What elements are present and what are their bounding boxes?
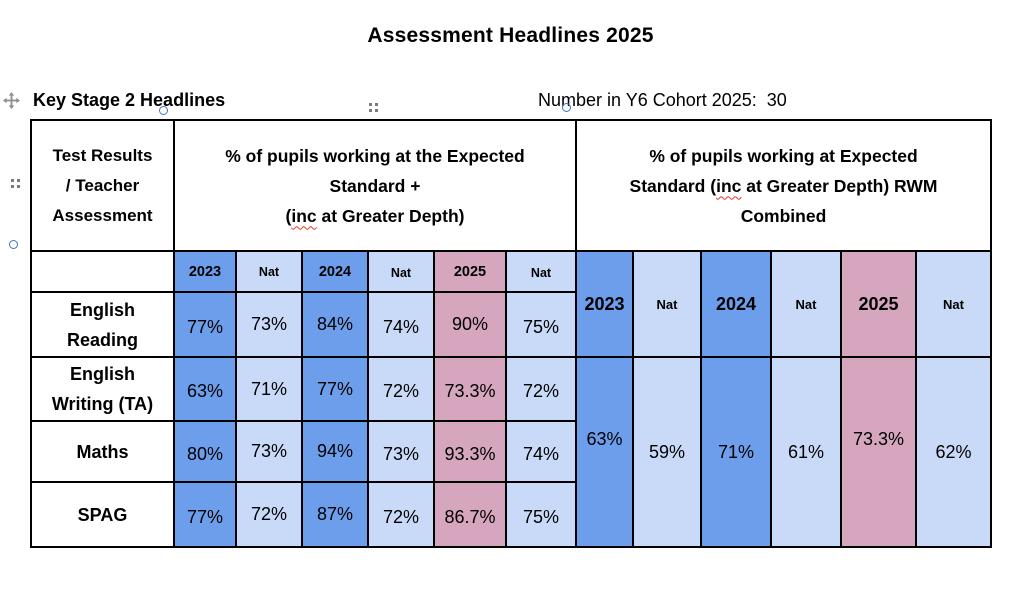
row-label-english-writing[interactable]: English Writing (TA) (30, 356, 175, 422)
left-header-line3: (inc at Greater Depth) (176, 201, 574, 231)
cell-writing-2025[interactable]: 73.3% (433, 356, 507, 422)
cell-reading-nat3[interactable]: 75% (505, 291, 577, 358)
cell-reading-nat2[interactable]: 74% (367, 291, 435, 358)
cell-maths-2025[interactable]: 93.3% (433, 420, 507, 483)
cell-reading-2023[interactable]: 77% (173, 291, 237, 358)
row-label-spag[interactable]: SPAG (30, 481, 175, 548)
page-title[interactable]: Assessment Headlines 2025 (367, 24, 654, 47)
text-fragment: ( (285, 205, 292, 226)
presence-circle-icon (9, 240, 18, 249)
misspelled-word: inc (716, 175, 742, 196)
rwm-col-header-nat3[interactable]: Nat (915, 250, 992, 358)
cell-spag-2024[interactable]: 87% (301, 481, 369, 548)
cell-writing-2023[interactable]: 63% (173, 356, 237, 422)
left-col-header-nat3[interactable]: Nat (505, 250, 577, 293)
cell-writing-nat1[interactable]: 71% (235, 356, 303, 422)
cell-reading-nat1[interactable]: 73% (235, 291, 303, 358)
left-header-line2: Standard + (329, 175, 421, 196)
presence-circle-icon (562, 103, 571, 112)
cell-rwm-2024[interactable]: 71% (700, 356, 772, 548)
right-header-line1: % of pupils working at Expected (649, 145, 918, 166)
cell-spag-2023[interactable]: 77% (173, 481, 237, 548)
cohort-line[interactable]: Number in Y6 Cohort 2025: 30 (538, 90, 787, 111)
cell-spag-2025[interactable]: 86.7% (433, 481, 507, 548)
left-col-header-nat1[interactable]: Nat (235, 250, 303, 293)
rwm-col-header-2024[interactable]: 2024 (700, 250, 772, 358)
rwm-value: 73.3% (852, 428, 905, 449)
text-fragment: Standard ( (629, 175, 717, 196)
blank-cell[interactable] (30, 250, 175, 293)
rwm-col-header-nat1[interactable]: Nat (632, 250, 702, 358)
corner-header[interactable]: Test Results / Teacher Assessment (30, 119, 175, 252)
presence-circle-icon (159, 106, 168, 115)
rwm-col-header-2023[interactable]: 2023 (575, 250, 634, 358)
left-col-header-2025[interactable]: 2025 (433, 250, 507, 293)
cell-rwm-nat1[interactable]: 59% (632, 356, 702, 548)
cell-writing-nat3[interactable]: 72% (505, 356, 577, 422)
rwm-col-header-nat2[interactable]: Nat (770, 250, 842, 358)
cell-spag-nat2[interactable]: 72% (367, 481, 435, 548)
cell-reading-2024[interactable]: 84% (301, 291, 369, 358)
cell-reading-2025[interactable]: 90% (433, 291, 507, 358)
text-fragment: at Greater Depth) (316, 205, 465, 226)
row-label-maths[interactable]: Maths (30, 420, 175, 483)
section-heading[interactable]: Key Stage 2 Headlines (33, 90, 226, 110)
cell-maths-nat3[interactable]: 74% (505, 420, 577, 483)
right-header-line2: Standard (inc at Greater Depth) RWM (578, 171, 989, 201)
text-fragment: at Greater Depth) RWM (741, 175, 938, 196)
left-section-header[interactable]: % of pupils working at the Expected Stan… (173, 119, 577, 252)
cell-rwm-2025[interactable]: 73.3% (840, 356, 917, 548)
drag-dots-icon[interactable] (10, 178, 21, 189)
cell-writing-2024[interactable]: 77% (301, 356, 369, 422)
cohort-value[interactable]: 30 (766, 90, 787, 110)
left-col-header-nat2[interactable]: Nat (367, 250, 435, 293)
cell-maths-nat2[interactable]: 73% (367, 420, 435, 483)
table-move-handle-icon[interactable] (3, 92, 20, 109)
left-col-header-2023[interactable]: 2023 (173, 250, 237, 293)
cell-rwm-2023[interactable]: 63% (575, 356, 634, 548)
cell-maths-2023[interactable]: 80% (173, 420, 237, 483)
drag-dots-icon[interactable] (368, 102, 379, 113)
rwm-value: 63% (586, 428, 623, 449)
ks2-headlines-table: Test Results / Teacher Assessment % of p… (30, 119, 992, 548)
left-header-line1: % of pupils working at the Expected (225, 145, 525, 166)
left-col-header-2024[interactable]: 2024 (301, 250, 369, 293)
rwm-col-header-2025[interactable]: 2025 (840, 250, 917, 358)
cell-maths-2024[interactable]: 94% (301, 420, 369, 483)
cell-spag-nat3[interactable]: 75% (505, 481, 577, 548)
cell-rwm-nat3[interactable]: 62% (915, 356, 992, 548)
cell-rwm-nat2[interactable]: 61% (770, 356, 842, 548)
cell-maths-nat1[interactable]: 73% (235, 420, 303, 483)
right-header-line3: Combined (740, 205, 827, 226)
row-label-english-reading[interactable]: English Reading (30, 291, 175, 358)
cell-writing-nat2[interactable]: 72% (367, 356, 435, 422)
right-section-header[interactable]: % of pupils working at Expected Standard… (575, 119, 992, 252)
misspelled-word: inc (291, 205, 317, 226)
cell-spag-nat1[interactable]: 72% (235, 481, 303, 548)
cohort-label[interactable]: Number in Y6 Cohort 2025: (538, 90, 757, 110)
